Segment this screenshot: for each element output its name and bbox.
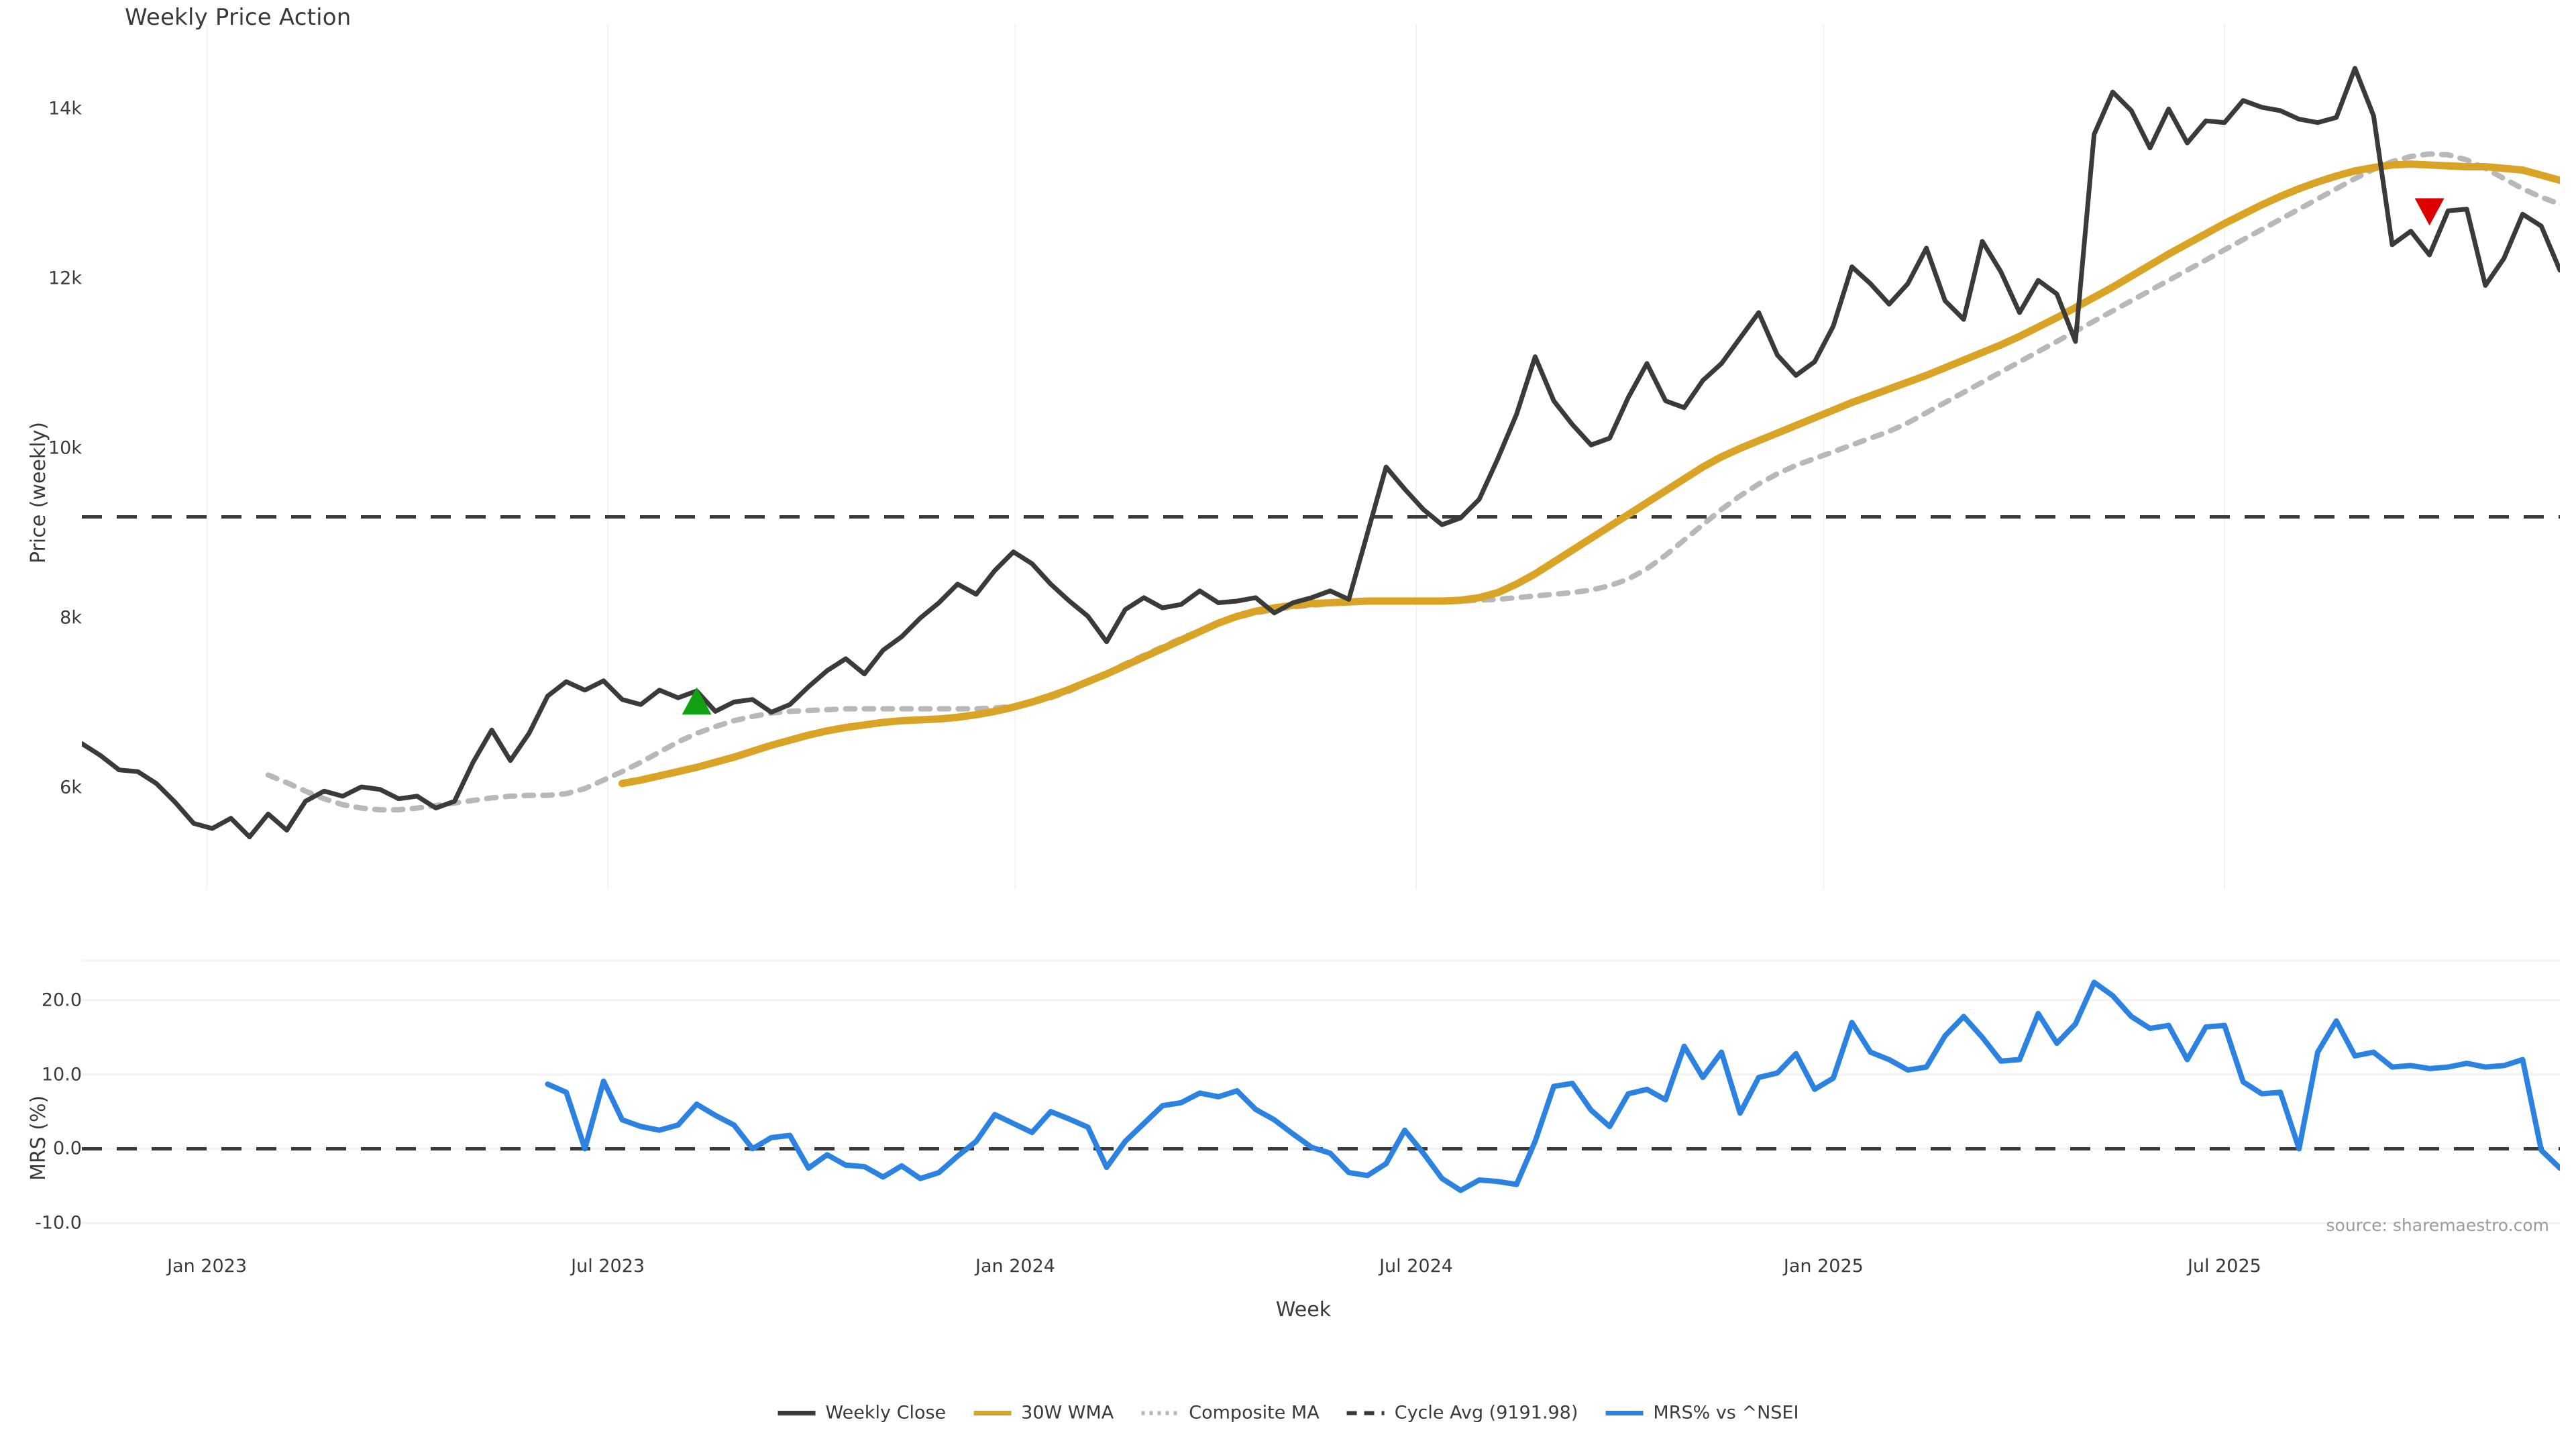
price-gridlines [206, 24, 2225, 890]
mrs-axis-label: MRS (%) [27, 1095, 50, 1181]
line-solid-icon [777, 1407, 816, 1419]
series-line-mrs [545, 979, 2560, 1193]
legend-item[interactable]: Weekly Close [777, 1402, 947, 1424]
source-watermark: source: sharemaestro.com [2326, 1216, 2550, 1235]
legend-item[interactable]: Cycle Avg (9191.98) [1346, 1403, 1578, 1424]
price-series-lines [82, 66, 2560, 840]
x-tick: Jan 2024 [975, 1256, 1055, 1277]
price-plot-area [82, 24, 2560, 890]
mrs-y-tick: 0.0 [53, 1138, 82, 1159]
mrs-plot-area [82, 959, 2560, 1249]
price-y-tick: 8k [60, 607, 82, 629]
mrs-gridlines [82, 959, 2560, 1224]
x-tick: Jan 2025 [1783, 1256, 1864, 1277]
mrs-y-tick: -10.0 [35, 1212, 82, 1234]
mrs-y-tick: 20.0 [41, 989, 82, 1011]
x-tick: Jul 2023 [571, 1256, 645, 1277]
line-solid-icon [1605, 1407, 1644, 1419]
legend-item-label: Weekly Close [825, 1402, 947, 1424]
series-line-composite-ma [265, 151, 2560, 813]
price-y-tick: 10k [48, 437, 82, 459]
series-line-weekly-close [82, 66, 2560, 840]
legend-item-label: Composite MA [1189, 1402, 1320, 1424]
mrs-y-tick: 10.0 [41, 1064, 82, 1085]
series-line-30w-wma [618, 160, 2560, 788]
chart-legend: Weekly Close 30W WMA Composite MA Cycle Avg… [777, 1403, 1799, 1424]
sell-signal-marker [2414, 198, 2445, 226]
legend-item[interactable]: 30W WMA [973, 1403, 1114, 1424]
legend-item[interactable]: MRS% vs ^NSEI [1605, 1403, 1799, 1424]
line-solid-icon [973, 1407, 1012, 1419]
price-y-tick: 12k [48, 268, 82, 289]
buy-signal-marker [682, 687, 712, 715]
legend-item-label: MRS% vs ^NSEI [1653, 1402, 1799, 1424]
price-y-tick: 14k [48, 98, 82, 119]
signal-markers [682, 198, 2445, 715]
x-tick: Jul 2025 [2187, 1256, 2261, 1277]
price-chart-svg [82, 24, 2560, 890]
legend-item-label: Cycle Avg (9191.98) [1394, 1402, 1578, 1424]
legend-item-label: 30W WMA [1021, 1402, 1114, 1424]
legend-item[interactable]: Composite MA [1140, 1402, 1320, 1424]
price-axis-label: Price (weekly) [27, 421, 50, 564]
page-title: Weekly Price Action [125, 4, 352, 31]
mrs-chart-svg [82, 959, 2560, 1224]
line-dotted-icon [1140, 1407, 1179, 1419]
x-axis-label: Week [1275, 1298, 1332, 1322]
price-y-tick: 6k [60, 777, 82, 798]
mrs-series-lines [545, 979, 2560, 1193]
x-tick: Jan 2023 [167, 1256, 248, 1277]
line-dashed-icon [1346, 1407, 1385, 1419]
x-tick: Jul 2024 [1379, 1256, 1453, 1277]
